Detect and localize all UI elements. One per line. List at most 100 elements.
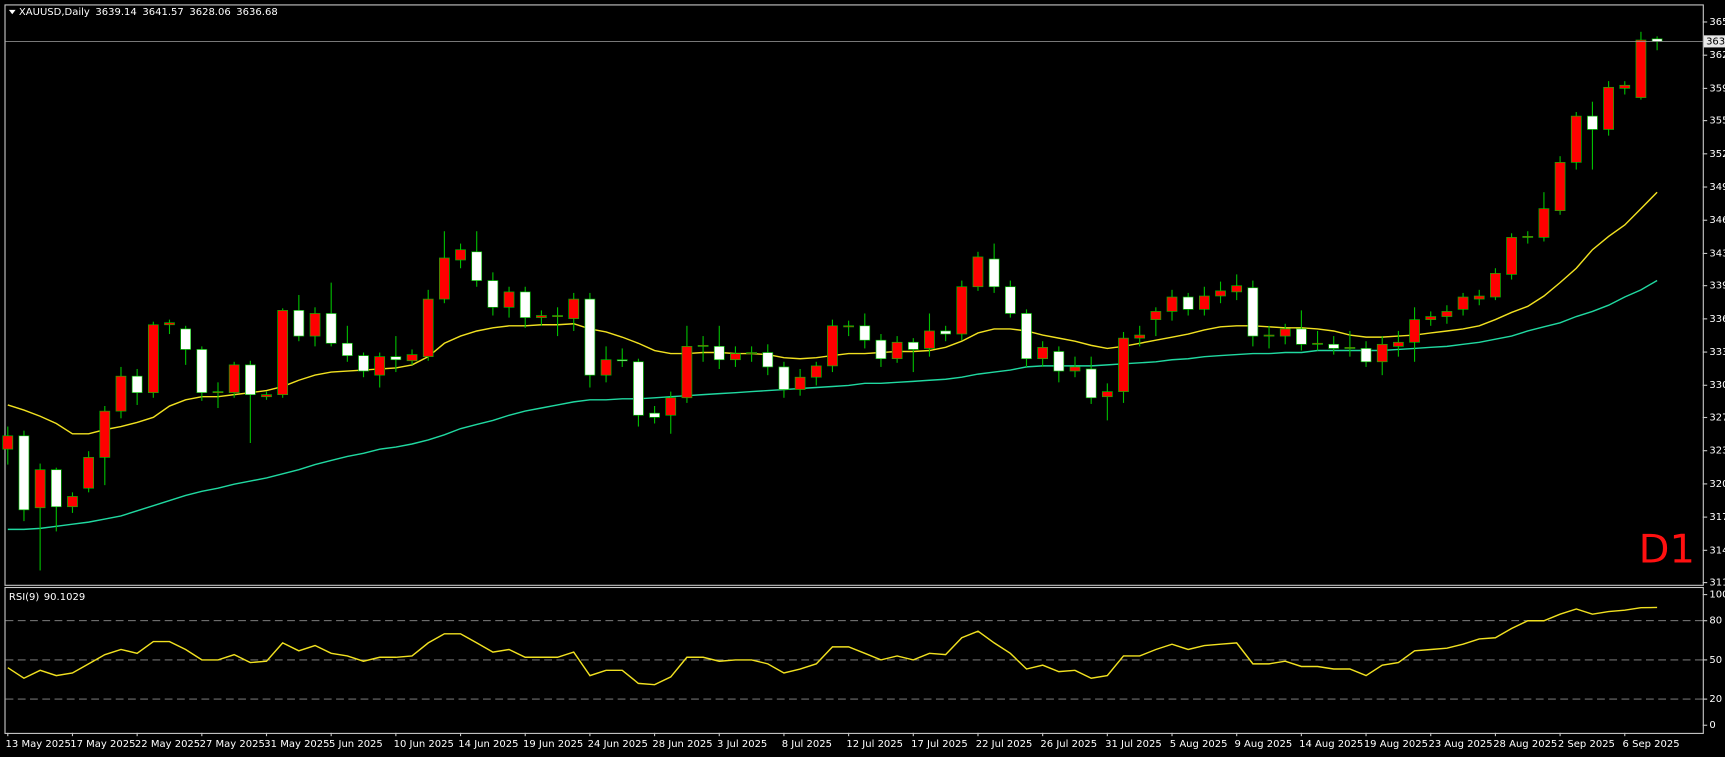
candle-body: [293, 310, 305, 337]
x-tick-label: 14 Aug 2025: [1299, 739, 1363, 750]
candle-body: [1247, 287, 1259, 337]
y-tick-label: 3655.55: [1709, 17, 1725, 28]
candle-body: [1134, 334, 1146, 339]
candle-body: [1376, 343, 1388, 363]
candle-body: [455, 249, 466, 261]
candle-body: [1053, 351, 1065, 372]
candle-body: [794, 376, 806, 390]
y-tick-label: 3366.75: [1709, 314, 1725, 325]
candle-body: [1344, 347, 1356, 349]
x-tick-label: 19 Aug 2025: [1364, 739, 1428, 750]
candle-body: [1554, 162, 1566, 212]
menu-arrow[interactable]: [8, 9, 16, 15]
x-tick-label: 6 Sep 2025: [1623, 739, 1680, 750]
y-tick-label: 3173.90: [1709, 512, 1725, 523]
y-tick-label: 3623.25: [1709, 50, 1725, 61]
x-tick-label: 3 Jul 2025: [717, 739, 767, 750]
candle-body: [762, 352, 774, 368]
candle-body: [309, 313, 321, 337]
x-tick-label: 10 Jun 2025: [394, 739, 454, 750]
main-frame: [4, 4, 1704, 586]
candle-body: [956, 286, 968, 335]
candle-body: [164, 322, 175, 326]
candle-body: [1538, 208, 1550, 238]
candle-body: [325, 313, 337, 344]
candle-body: [875, 339, 887, 360]
candle-body: [1118, 337, 1129, 392]
x-tick-label: 22 May 2025: [135, 739, 200, 750]
x-tick-label: 14 Jun 2025: [458, 739, 518, 750]
candle-body: [940, 330, 951, 335]
y-tick-label: 3334.45: [1709, 347, 1725, 358]
candle-body: [503, 291, 515, 308]
candle-body: [99, 410, 111, 458]
candle-body: [988, 258, 1000, 288]
candle-body: [584, 298, 596, 376]
y-tick-label: 50: [1709, 655, 1722, 666]
candle-body: [2, 435, 14, 450]
candle-body: [1457, 296, 1469, 310]
y-tick-label: 3495.00: [1709, 182, 1725, 193]
candle-body: [536, 315, 547, 318]
y-tick-label: 3141.60: [1709, 545, 1725, 556]
candle-body: [1603, 86, 1614, 130]
candle-body: [843, 325, 854, 328]
candle-body: [1150, 311, 1162, 320]
candle-body: [180, 328, 192, 350]
candle-body: [1279, 328, 1291, 337]
candle-body: [1021, 313, 1032, 360]
candle-body: [1101, 391, 1113, 398]
candle-body: [1441, 311, 1453, 317]
candle-body: [681, 346, 693, 399]
symbol: XAUUSD,Daily: [19, 7, 90, 18]
y-tick-label: 3559.60: [1709, 116, 1725, 127]
candle-body: [730, 353, 741, 361]
y-tick-label: 100: [1709, 590, 1725, 601]
candle-body: [616, 359, 628, 362]
ohlc-close: 3636.68: [236, 7, 277, 18]
candle-body: [1506, 237, 1517, 275]
candle-body: [746, 352, 757, 354]
candle-body: [552, 315, 563, 317]
y-tick-label: 3110.20: [1709, 578, 1725, 589]
candle-body: [810, 365, 822, 378]
candle-body: [342, 342, 353, 356]
current-price-label: 3636.68: [1706, 36, 1725, 47]
x-tick-label: 8 Jul 2025: [782, 739, 832, 750]
candle-body: [1296, 328, 1307, 345]
candle-body: [1328, 343, 1340, 349]
candle-body: [1425, 316, 1437, 320]
candle-body: [600, 359, 612, 376]
ohlc-high: 3641.57: [142, 7, 183, 18]
x-tick-label: 17 Jul 2025: [911, 739, 968, 750]
candle-body: [228, 364, 240, 393]
candle-body: [1215, 290, 1226, 297]
candle-body: [1231, 285, 1243, 293]
candle-body: [131, 375, 143, 393]
rsi-name: RSI(9): [9, 592, 40, 603]
x-tick-label: 5 Jun 2025: [329, 739, 383, 750]
candle-body: [1182, 296, 1194, 310]
candle-body: [115, 375, 127, 412]
candle-body: [67, 496, 78, 508]
y-tick-label: 3270.80: [1709, 413, 1725, 424]
candle-body: [568, 298, 580, 319]
y-tick-label: 20: [1709, 694, 1722, 705]
candle-body: [665, 397, 677, 416]
x-tick-label: 17 May 2025: [70, 739, 135, 750]
x-tick-label: 31 May 2025: [264, 739, 329, 750]
candle-body: [1587, 115, 1598, 130]
candle-body: [713, 346, 725, 361]
candle-body: [1522, 236, 1534, 238]
chart-title: XAUUSD,Daily 3639.14 3641.57 3628.06 3636.68: [19, 7, 278, 18]
candle-body: [1473, 295, 1485, 300]
x-tick-label: 5 Aug 2025: [1170, 739, 1228, 750]
candle-body: [1166, 296, 1178, 312]
rsi-title: RSI(9) 90.1029: [9, 592, 85, 603]
ohlc-open: 3639.14: [95, 7, 136, 18]
candle-body: [778, 366, 790, 390]
candle-body: [649, 412, 660, 418]
x-tick-label: 24 Jun 2025: [588, 739, 648, 750]
x-tick-label: 13 May 2025: [6, 739, 71, 750]
candle-body: [18, 435, 30, 511]
